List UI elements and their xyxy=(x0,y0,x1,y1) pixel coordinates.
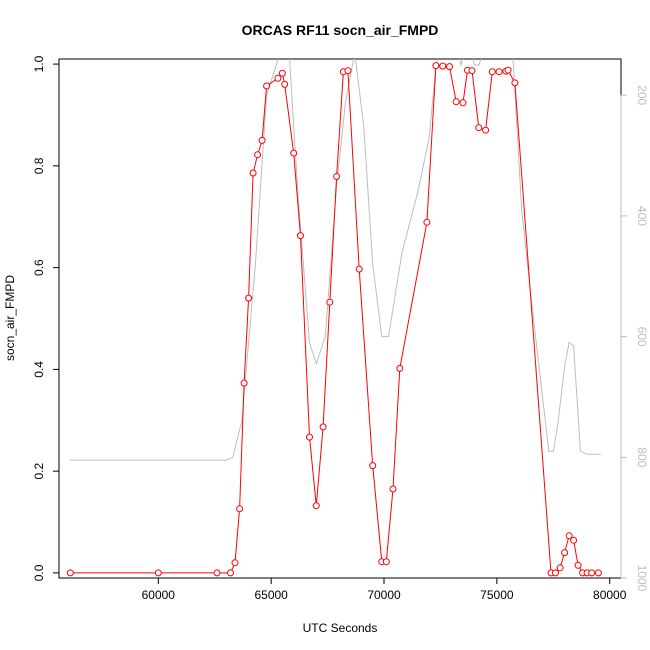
data-point xyxy=(552,569,559,577)
data-point xyxy=(495,68,503,76)
data-point xyxy=(439,62,447,70)
data-point xyxy=(245,294,253,302)
data-point xyxy=(333,173,341,180)
data-point xyxy=(236,505,244,513)
data-point xyxy=(319,423,327,431)
data-point xyxy=(290,149,298,157)
data-point xyxy=(396,364,404,372)
data-point xyxy=(154,569,162,577)
data-point xyxy=(306,433,313,441)
y2-tick-label: 1000 xyxy=(635,565,649,592)
y2-tick-label: 600 xyxy=(635,327,649,347)
data-point xyxy=(482,126,490,134)
data-point xyxy=(504,66,512,74)
y-tick-label: 0.4 xyxy=(32,361,46,378)
x-tick-label: 80000 xyxy=(593,588,627,602)
y-tick-label: 0.2 xyxy=(32,462,46,479)
x-tick-label: 70000 xyxy=(367,588,401,602)
data-point xyxy=(452,98,460,106)
series-line-1 xyxy=(70,59,601,461)
data-point xyxy=(468,67,476,75)
data-point xyxy=(511,79,519,87)
x-axis: 60000 65000 70000 75000 80000 xyxy=(142,577,627,602)
data-point xyxy=(369,462,377,470)
points-layer xyxy=(66,62,602,577)
series-layer xyxy=(70,59,601,574)
y2-tick-label: 400 xyxy=(635,206,649,226)
y2-tick-label: 800 xyxy=(635,447,649,467)
data-point xyxy=(423,218,431,226)
data-point xyxy=(312,502,320,510)
data-point xyxy=(227,569,234,577)
data-point xyxy=(570,536,578,544)
y-tick-label: 0.8 xyxy=(32,157,46,174)
y2-tick-label: 200 xyxy=(635,85,649,105)
data-point xyxy=(278,69,286,77)
data-point xyxy=(231,559,239,567)
y-tick-label: 0.6 xyxy=(32,259,46,276)
data-point xyxy=(344,67,352,75)
data-point xyxy=(240,379,248,387)
data-point xyxy=(459,99,467,107)
data-point xyxy=(389,485,397,493)
y-tick-label: 1.0 xyxy=(32,55,46,72)
data-point xyxy=(382,558,390,566)
data-point xyxy=(565,532,573,540)
data-point xyxy=(254,151,262,159)
data-point xyxy=(281,80,289,88)
x-tick-label: 65000 xyxy=(254,588,288,602)
data-point xyxy=(355,265,363,273)
x-tick-label: 60000 xyxy=(142,588,176,602)
data-point xyxy=(66,569,74,577)
data-point xyxy=(561,549,569,557)
data-point xyxy=(594,569,602,577)
data-point xyxy=(488,68,496,76)
data-point xyxy=(432,62,440,70)
x-axis-label: UTC Seconds xyxy=(303,621,378,635)
x-tick-label: 75000 xyxy=(480,588,514,602)
data-point xyxy=(556,564,564,572)
data-point xyxy=(475,124,483,132)
data-point xyxy=(446,63,453,71)
data-point xyxy=(263,82,271,90)
data-point xyxy=(274,74,282,82)
data-point xyxy=(574,561,582,569)
data-point xyxy=(326,298,334,306)
y2-axis: 200 400 600 800 1000 xyxy=(620,85,649,592)
y-tick-label: 0.0 xyxy=(32,564,46,581)
data-point xyxy=(249,169,257,177)
data-point xyxy=(213,569,221,577)
data-point xyxy=(258,136,266,144)
chart-title: ORCAS RF11 socn_air_FMPD xyxy=(242,22,439,38)
plot-frame xyxy=(58,58,622,579)
y-axis: 0.0 0.2 0.4 0.6 0.8 1.0 xyxy=(32,55,59,581)
y-axis-label: socn_air_FMPD xyxy=(3,275,17,361)
data-point xyxy=(297,232,304,240)
data-point xyxy=(588,569,596,577)
